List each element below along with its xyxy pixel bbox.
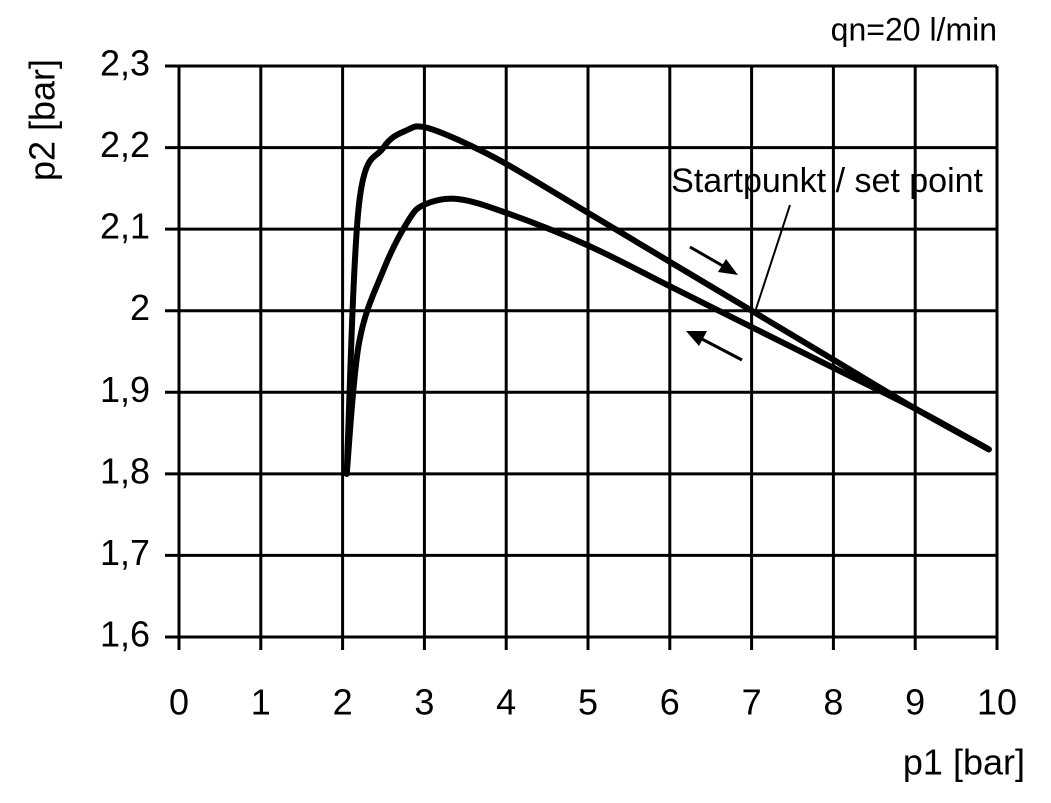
x-tick-label: 8	[823, 682, 843, 723]
x-tick-label: 2	[333, 682, 353, 723]
x-tick-label: 5	[578, 682, 598, 723]
annotation: Startpunkt / set point	[671, 162, 983, 200]
x-tick-label: 3	[414, 682, 434, 723]
y-tick-label: 2	[130, 287, 150, 328]
y-tick-label: 2,1	[100, 206, 150, 247]
x-tick-label: 7	[742, 682, 762, 723]
arrow-up	[689, 245, 738, 275]
x-tick-label: 0	[169, 682, 189, 723]
x-tick-label: 1	[251, 682, 271, 723]
y-tick-label: 2,3	[100, 43, 150, 84]
x-tick-label: 9	[905, 682, 925, 723]
y-tick-label: 1,9	[100, 369, 150, 410]
x-tick-label: 4	[496, 682, 516, 723]
x-tick-label: 6	[660, 682, 680, 723]
y-tick-label: 1,6	[100, 614, 150, 655]
x-tick-label: 10	[977, 682, 1017, 723]
x-axis-label: p1 [bar]	[903, 742, 1025, 783]
y-tick-label: 1,7	[100, 532, 150, 573]
curve	[343, 123, 992, 477]
y-axis-label: p2 [bar]	[22, 59, 63, 181]
curve	[343, 195, 992, 477]
annotation-pointer	[754, 204, 791, 313]
y-tick-label: 1,8	[100, 450, 150, 491]
y-tick-label: 2,2	[100, 124, 150, 165]
arrow-down	[686, 331, 743, 362]
chart-title: qn=20 l/min	[831, 11, 997, 47]
